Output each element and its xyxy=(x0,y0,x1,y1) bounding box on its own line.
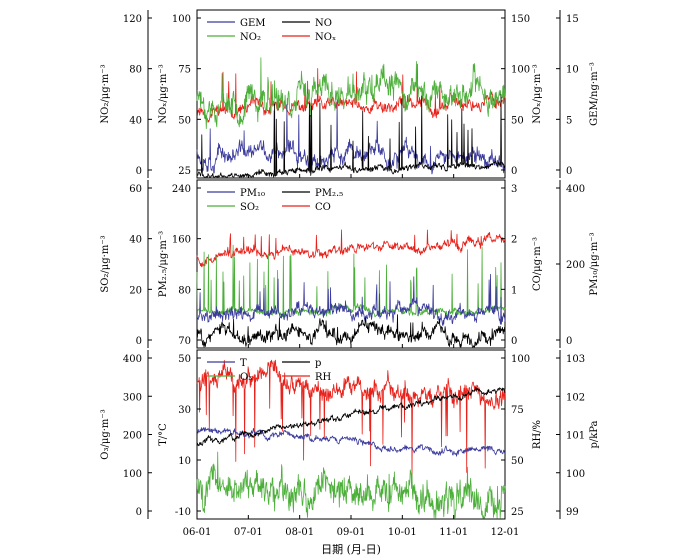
tick-label: 0 xyxy=(511,166,517,177)
tick-label: 0 xyxy=(136,166,142,177)
tick-label: 240 xyxy=(172,184,191,195)
tick-label: 0 xyxy=(136,507,142,518)
tick-label: 50 xyxy=(178,115,191,126)
legend-label: GEM xyxy=(240,18,266,29)
tick-label: 50 xyxy=(511,115,524,126)
tick-label: 60 xyxy=(129,184,142,195)
tick-label: 10 xyxy=(178,456,191,467)
tick-label: 75 xyxy=(511,405,524,416)
tick-label: 50 xyxy=(511,456,524,467)
tick-label: 80 xyxy=(178,285,191,296)
axis-title-right_outer: p/kPa xyxy=(589,420,600,448)
series-line-0-2 xyxy=(196,100,506,175)
tick-label: 400 xyxy=(123,354,142,365)
tick-label: 150 xyxy=(511,14,530,25)
x-tick-label: 08-01 xyxy=(285,527,314,538)
tick-label: 100 xyxy=(172,14,191,25)
legend-label: T xyxy=(240,358,247,369)
legend-label: PM₁₀ xyxy=(240,188,265,199)
legend-label: CO xyxy=(315,202,331,213)
tick-label: 2 xyxy=(511,235,517,246)
x-tick-label: 09-01 xyxy=(337,527,366,538)
legend-label: RH xyxy=(315,372,332,383)
tick-label: 200 xyxy=(566,260,585,271)
legend-label: NO xyxy=(315,18,332,29)
legend-label: SO₂ xyxy=(240,202,259,213)
tick-label: 300 xyxy=(123,392,142,403)
tick-label: 100 xyxy=(566,469,585,480)
series-line-1-3 xyxy=(196,314,506,348)
legend-label: NOₓ xyxy=(315,32,336,43)
tick-label: 15 xyxy=(566,14,579,25)
legend-label: PM₂.₅ xyxy=(315,188,343,199)
tick-label: 1 xyxy=(511,285,517,296)
axis-title-left_outer: NO₂/μg·m⁻³ xyxy=(100,64,111,123)
x-tick-label: 07-01 xyxy=(234,527,263,538)
series-line-0-1 xyxy=(196,57,506,130)
tick-label: 0 xyxy=(511,336,517,347)
tick-label: 102 xyxy=(566,392,585,403)
axis-title-right_outer: PM₁₀/μg·m⁻³ xyxy=(589,232,600,295)
series-line-2-3 xyxy=(196,386,506,447)
tick-label: 3 xyxy=(511,184,517,195)
tick-label: 5 xyxy=(566,115,572,126)
legend-label: O₃ xyxy=(240,372,252,383)
series-line-1-1 xyxy=(196,244,506,318)
tick-label: 0 xyxy=(566,336,572,347)
axis-title-right_inner: CO/μg·m⁻³ xyxy=(532,237,543,291)
tick-label: 99 xyxy=(566,507,579,518)
series-line-0-0 xyxy=(197,63,506,123)
axis-title-right_inner: NOₓ/μg·m⁻³ xyxy=(532,64,543,123)
tick-label: 20 xyxy=(129,285,142,296)
axis-title-right_outer: GEM/ng·m⁻³ xyxy=(589,62,600,126)
tick-label: 120 xyxy=(123,14,142,25)
tick-label: 75 xyxy=(178,65,191,76)
tick-label: 0 xyxy=(566,166,572,177)
series-line-1-2 xyxy=(196,273,506,327)
series-line-2-2 xyxy=(196,427,506,457)
tick-label: 80 xyxy=(129,65,142,76)
axis-title-left_outer: SO₂/μg·m⁻³ xyxy=(100,235,111,292)
x-axis-title: 日期 (月-日) xyxy=(321,543,381,556)
tick-label: 100 xyxy=(123,469,142,480)
tick-label: -10 xyxy=(175,507,191,518)
tick-label: 40 xyxy=(129,115,142,126)
series-line-2-0 xyxy=(196,359,506,478)
tick-label: 10 xyxy=(566,65,579,76)
axis-title-left_outer: O₃/μg·m⁻³ xyxy=(100,409,111,459)
axis-title-left_inner: NOₓ/μg·m⁻³ xyxy=(158,64,169,123)
tick-label: 0 xyxy=(136,336,142,347)
tick-label: 400 xyxy=(566,184,585,195)
tick-label: 101 xyxy=(566,431,585,442)
tick-label: 200 xyxy=(123,431,142,442)
legend-label: p xyxy=(315,358,321,369)
x-tick-label: 06-01 xyxy=(183,527,212,538)
x-tick-label: 12-01 xyxy=(491,527,520,538)
tick-label: 103 xyxy=(566,354,585,365)
tick-label: 100 xyxy=(511,354,530,365)
axis-title-left_inner: PM₂.₅/μg·m⁻³ xyxy=(158,231,169,297)
series-line-2-1 xyxy=(196,451,506,519)
tick-label: 160 xyxy=(172,235,191,246)
tick-label: 40 xyxy=(129,235,142,246)
axis-title-left_inner: T/°C xyxy=(158,423,169,446)
tick-label: 25 xyxy=(511,507,524,518)
axis-title-right_inner: RH/% xyxy=(532,420,543,449)
x-tick-label: 10-01 xyxy=(388,527,417,538)
tick-label: 100 xyxy=(511,65,530,76)
series-line-1-0 xyxy=(196,229,506,268)
x-tick-label: 11-01 xyxy=(439,527,468,538)
legend-label: NO₂ xyxy=(240,32,261,43)
tick-label: 70 xyxy=(178,336,191,347)
tick-label: 30 xyxy=(178,405,191,416)
tick-label: 25 xyxy=(178,166,191,177)
tick-label: 50 xyxy=(178,354,191,365)
